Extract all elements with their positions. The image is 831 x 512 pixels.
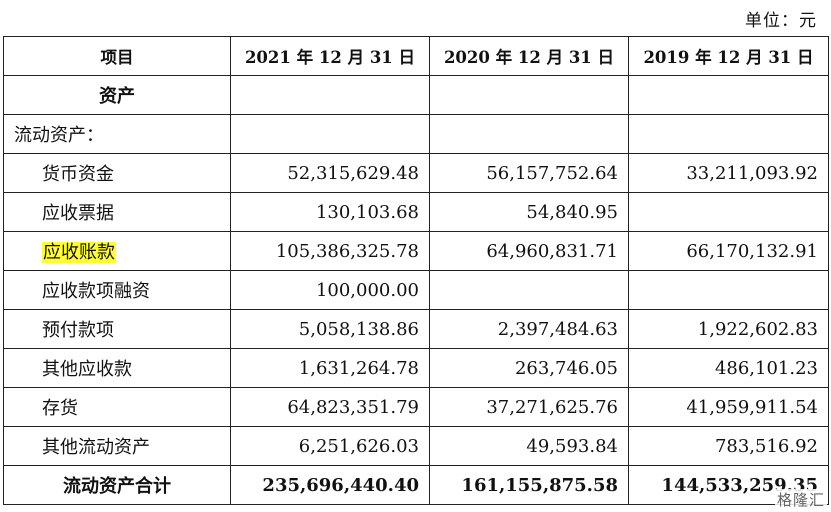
value-2021: 130,103.68 [230, 192, 430, 232]
highlight-marker: 应收账款 [42, 242, 116, 263]
value-2019: 783,516.92 [628, 426, 829, 466]
row-label: 存货 [3, 387, 231, 427]
total-2021: 235,696,440.40 [230, 465, 430, 505]
value-2020: 263,746.05 [429, 348, 629, 388]
row-label: 预付款项 [3, 309, 231, 349]
value-2021: 5,058,138.86 [230, 309, 430, 349]
empty-cell [429, 75, 629, 115]
value-2019 [628, 270, 829, 310]
section-current-assets-label: 流动资产： [3, 114, 231, 154]
value-2021: 64,823,351.79 [230, 387, 430, 427]
value-2021: 6,251,626.03 [230, 426, 430, 466]
value-2020: 54,840.95 [429, 192, 629, 232]
section-assets-label: 资产 [3, 75, 231, 115]
row-label: 其他应收款 [3, 348, 231, 388]
value-2020: 64,960,831.71 [429, 231, 629, 271]
header-2021: 2021 年 12 月 31 日 [230, 36, 430, 76]
table-row: 其他流动资产 6,251,626.03 49,593.84 783,516.92 [3, 426, 829, 466]
value-2020: 56,157,752.64 [429, 153, 629, 193]
table-row: 预付款项 5,058,138.86 2,397,484.63 1,922,602… [3, 309, 829, 349]
value-2019: 1,922,602.83 [628, 309, 829, 349]
balance-sheet-table: 项目 2021 年 12 月 31 日 2020 年 12 月 31 日 201… [3, 36, 829, 505]
value-2019 [628, 192, 829, 232]
watermark-logo: 格隆汇 [774, 489, 827, 510]
empty-cell [628, 114, 829, 154]
row-label: 应收票据 [3, 192, 231, 232]
table-row: 货币资金 52,315,629.48 56,157,752.64 33,211,… [3, 153, 829, 193]
table-row: 应收票据 130,103.68 54,840.95 [3, 192, 829, 232]
header-row: 项目 2021 年 12 月 31 日 2020 年 12 月 31 日 201… [3, 36, 829, 76]
empty-cell [230, 114, 430, 154]
header-item: 项目 [3, 36, 231, 76]
row-label: 应收款项融资 [3, 270, 231, 310]
row-label-highlighted: 应收账款 [3, 231, 231, 271]
value-2019: 41,959,911.54 [628, 387, 829, 427]
section-row-current-assets: 流动资产： [3, 114, 829, 154]
empty-cell [230, 75, 430, 115]
table-row-highlighted: 应收账款 105,386,325.78 64,960,831.71 66,170… [3, 231, 829, 271]
total-label: 流动资产合计 [3, 465, 231, 505]
total-2020: 161,155,875.58 [429, 465, 629, 505]
header-2019: 2019 年 12 月 31 日 [628, 36, 829, 76]
value-2021: 105,386,325.78 [230, 231, 430, 271]
empty-cell [429, 114, 629, 154]
empty-cell [628, 75, 829, 115]
header-2020: 2020 年 12 月 31 日 [429, 36, 629, 76]
total-row: 流动资产合计 235,696,440.40 161,155,875.58 144… [3, 465, 829, 505]
table-row: 存货 64,823,351.79 37,271,625.76 41,959,91… [3, 387, 829, 427]
value-2019: 66,170,132.91 [628, 231, 829, 271]
value-2021: 100,000.00 [230, 270, 430, 310]
value-2020: 37,271,625.76 [429, 387, 629, 427]
value-2020: 49,593.84 [429, 426, 629, 466]
value-2021: 1,631,264.78 [230, 348, 430, 388]
value-2020 [429, 270, 629, 310]
value-2019: 486,101.23 [628, 348, 829, 388]
unit-label: 单位：元 [745, 11, 817, 31]
row-label: 其他流动资产 [3, 426, 231, 466]
value-2019: 33,211,093.92 [628, 153, 829, 193]
value-2020: 2,397,484.63 [429, 309, 629, 349]
section-row-assets: 资产 [3, 75, 829, 115]
value-2021: 52,315,629.48 [230, 153, 430, 193]
row-label: 货币资金 [3, 153, 231, 193]
table-row: 应收款项融资 100,000.00 [3, 270, 829, 310]
table-row: 其他应收款 1,631,264.78 263,746.05 486,101.23 [3, 348, 829, 388]
